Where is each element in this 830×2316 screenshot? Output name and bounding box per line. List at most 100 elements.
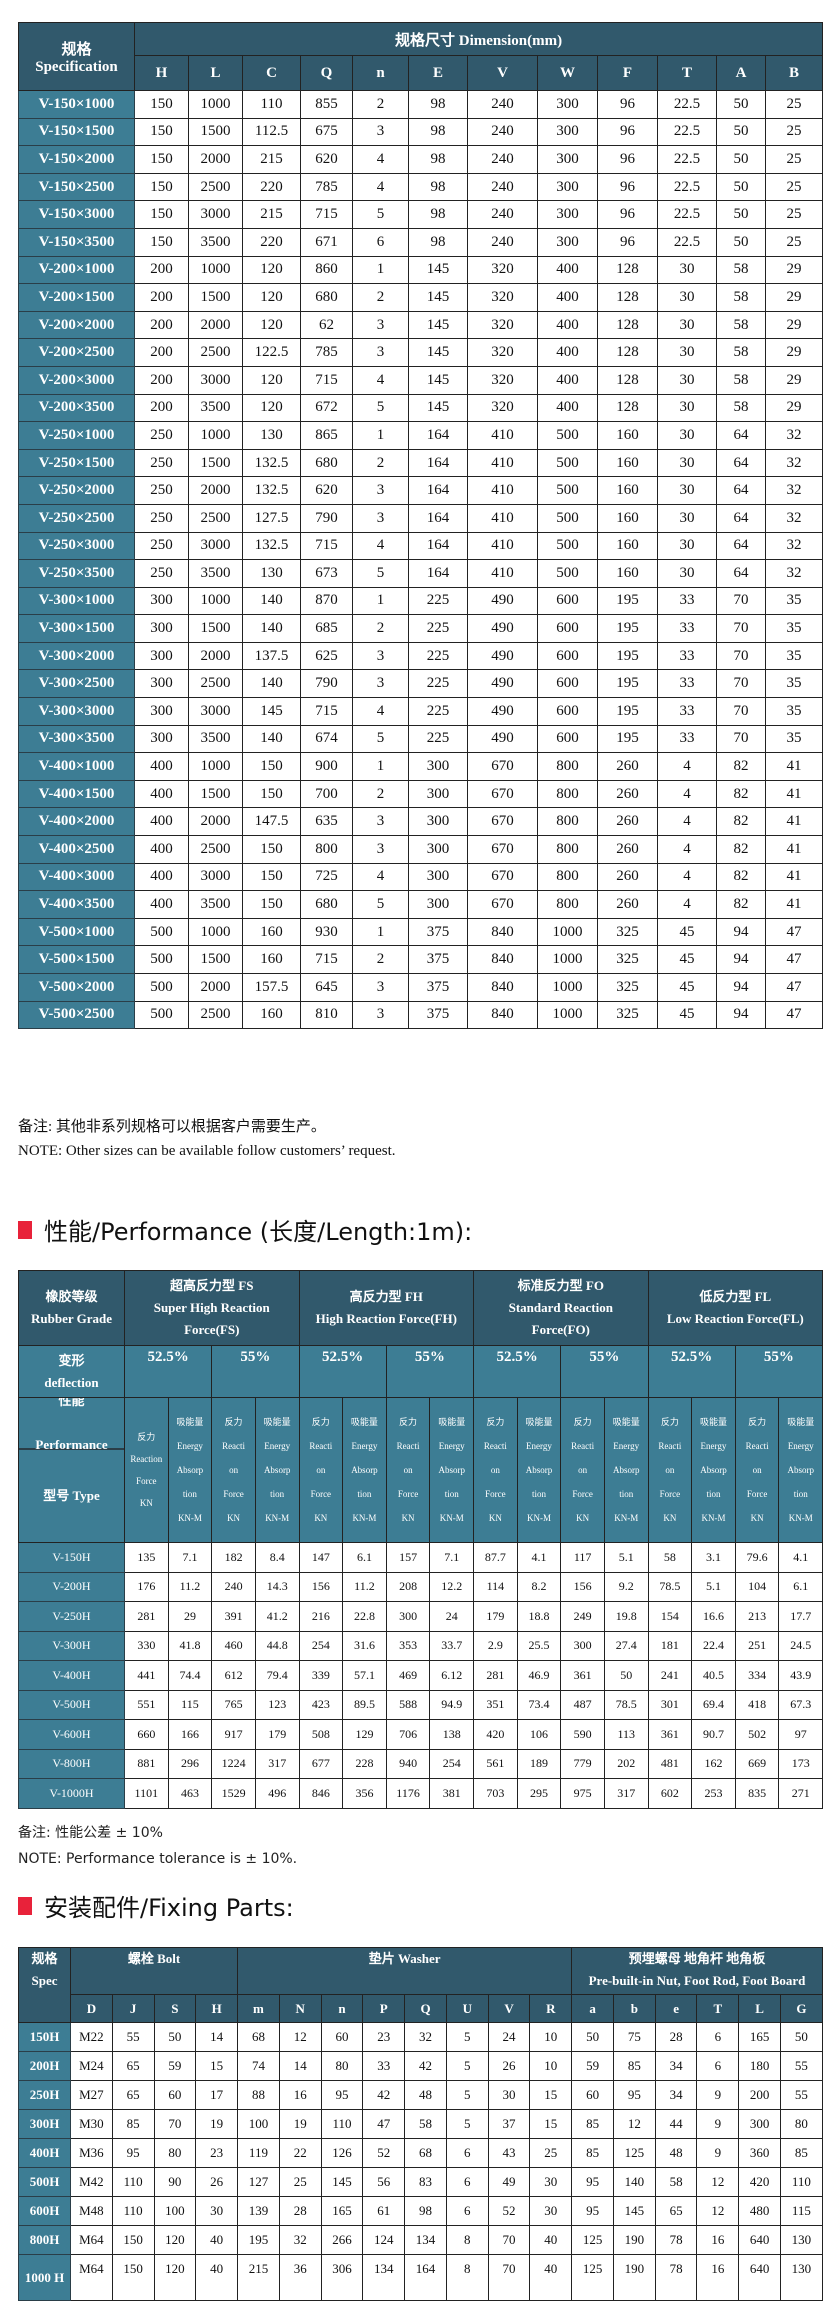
spec-cell: V-400×1000 <box>18 752 135 781</box>
measure-header-line: on <box>578 1465 588 1475</box>
table-cell: 260 <box>597 835 658 864</box>
table-cell: 200 <box>134 283 189 312</box>
table-cell: 41.8 <box>167 1630 213 1661</box>
table-cell: 400 <box>134 835 189 864</box>
table-cell: 800 <box>537 752 598 781</box>
table-cell: 715 <box>300 945 353 974</box>
table-cell: 145 <box>320 2167 364 2197</box>
table-cell: 306 <box>320 2254 364 2301</box>
table-cell: 6 <box>445 2196 489 2226</box>
table-cell: 410 <box>467 559 538 588</box>
table-cell: 4 <box>352 531 409 561</box>
table-cell: 281 <box>473 1660 518 1691</box>
table-cell: 612 <box>211 1660 256 1691</box>
spec-cell: 150H <box>18 2022 71 2052</box>
fixing-heading-text: 安装配件/Fixing Parts: <box>44 1894 294 1922</box>
table-row: V-400×3500 400 3500 150 680 5 300 670 800 260 4 82 4… <box>18 890 824 919</box>
spec-cell: V-400×3000 <box>18 862 135 892</box>
table-row: V-250×1500 250 1500 132.5 680 2 164 410 500 160 30… <box>18 448 824 478</box>
table-cell: 1000 <box>188 586 243 616</box>
table-cell: 15 <box>529 2080 573 2110</box>
table-cell: 130 <box>780 2254 823 2301</box>
type-cell: V-1000H <box>18 1778 125 1809</box>
table-row: V-200×2000 200 2000 120 62 3 145 320 400 128 30 58 2… <box>18 310 824 340</box>
table-cell: 40 <box>195 2225 239 2255</box>
table-row: V-600H 660 166 917 179 508 129 706 138 420 106 590 1… <box>18 1719 824 1750</box>
table-cell: 50 <box>780 2022 823 2052</box>
measure-header-line: Absorp <box>525 1465 553 1475</box>
table-cell: 50 <box>716 172 766 202</box>
table-cell: 1 <box>352 421 409 450</box>
table-cell: 266 <box>320 2225 364 2255</box>
table-row: V-300×2500 300 2500 140 790 3 225 490 600 195 33 70… <box>18 669 824 699</box>
table-cell: 300 <box>134 586 189 616</box>
measure-header-line: KN <box>663 1513 677 1523</box>
table-cell: 400 <box>134 752 189 781</box>
table-cell: 22.5 <box>657 200 717 229</box>
spec-cell: V-250×2000 <box>18 476 135 505</box>
spec-cell: 500H <box>18 2167 71 2197</box>
table-cell: 179 <box>473 1601 518 1632</box>
table-cell: 27.4 <box>603 1630 649 1661</box>
table-row: V-150×1000 150 1000 110 855 2 98 240 300 96 22.5 50… <box>18 90 824 119</box>
table-cell: 490 <box>467 697 538 726</box>
table-cell: 33 <box>657 641 717 671</box>
table-cell: 162 <box>691 1748 736 1779</box>
table-cell: 40.5 <box>691 1660 736 1691</box>
table-cell: 160 <box>242 945 301 974</box>
table-cell: 32 <box>764 503 824 533</box>
table-cell: 5 <box>352 393 409 423</box>
table-cell: 24 <box>429 1601 475 1632</box>
spec-cell: V-400×3500 <box>18 890 135 919</box>
grade-group-header-line: Force(FS) <box>184 1322 240 1337</box>
table-cell: 98 <box>408 172 468 202</box>
table-cell: 31.6 <box>342 1630 387 1661</box>
table-cell: 50 <box>716 227 766 257</box>
column-header-W: W <box>537 55 598 91</box>
measure-header: 反力 Reacti on Force KN <box>211 1397 256 1543</box>
spec-cell: V-200×1500 <box>18 283 135 312</box>
table-cell: 160 <box>597 448 658 478</box>
table-cell: 64 <box>716 531 766 561</box>
table-cell: 213 <box>734 1601 780 1632</box>
table-cell: 381 <box>429 1778 475 1809</box>
table-cell: 61 <box>362 2196 406 2226</box>
table-cell: 930 <box>300 917 353 947</box>
measure-header-line: Energy <box>526 1441 552 1451</box>
red-square-icon <box>18 1896 32 1915</box>
table-cell: 30 <box>529 2196 573 2226</box>
table-cell: 410 <box>467 476 538 505</box>
table-cell: 150 <box>242 779 301 809</box>
table-cell: 60 <box>320 2022 364 2052</box>
table-cell: 216 <box>298 1601 344 1632</box>
table-cell: 15 <box>195 2051 239 2081</box>
table-cell: 300 <box>408 890 468 919</box>
table-cell: 47 <box>764 1000 824 1030</box>
measure-header-line: tion <box>706 1489 721 1499</box>
table-cell: 140 <box>242 669 301 699</box>
measure-header: 反力 Reacti on Force KN <box>734 1397 780 1543</box>
table-cell: 22.5 <box>657 145 717 174</box>
table-cell: 4.1 <box>778 1542 824 1573</box>
table-cell: 35 <box>764 586 824 616</box>
type-cell: V-300H <box>18 1630 125 1661</box>
measure-header: 反力 Reacti on Force KN <box>647 1397 693 1543</box>
spec-cell: V-300×2000 <box>18 641 135 671</box>
column-header-B: B <box>764 55 824 91</box>
table-cell: 6 <box>445 2167 489 2197</box>
type-cell: V-500H <box>18 1689 125 1720</box>
table-cell: 281 <box>124 1601 169 1632</box>
table-cell: 260 <box>597 752 658 781</box>
table-cell: 29 <box>764 283 824 312</box>
table-cell: 2000 <box>188 807 243 837</box>
table-cell: 9 <box>696 2138 740 2168</box>
table-cell: 23 <box>362 2022 406 2052</box>
table-cell: 50 <box>716 200 766 229</box>
table-row: V-200×3500 200 3500 120 672 5 145 320 400 128 30 58… <box>18 393 824 423</box>
table-cell: 300 <box>134 669 189 699</box>
table-cell: 190 <box>612 2225 656 2255</box>
table-cell: 58 <box>654 2167 698 2197</box>
table-cell: 296 <box>167 1748 213 1779</box>
table-cell: 860 <box>300 255 353 285</box>
table-cell: 29 <box>167 1601 213 1632</box>
